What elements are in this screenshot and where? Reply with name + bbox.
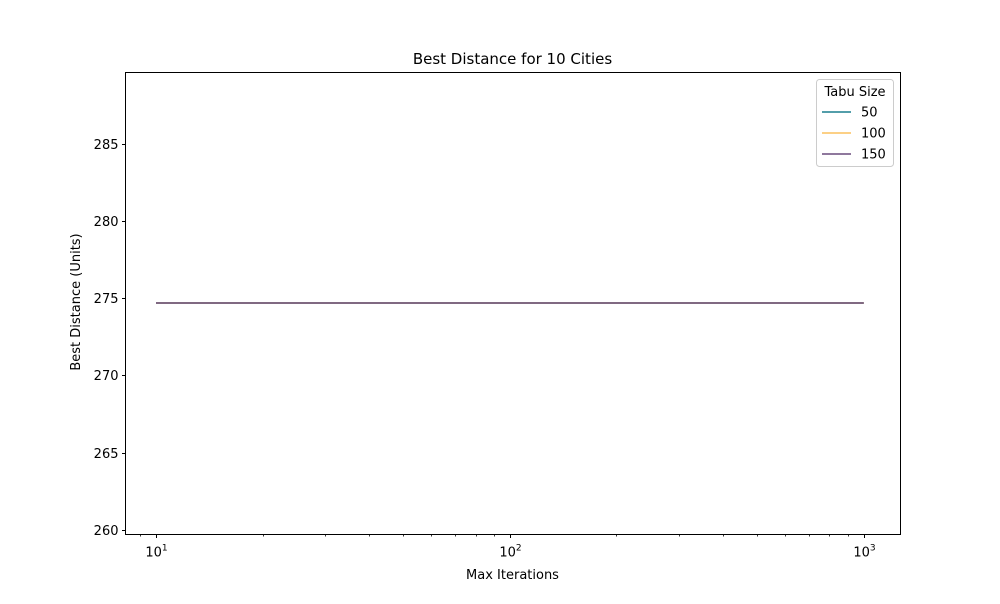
ticks-layer: 260 265 270 275 280 285 101 102 103 [94, 138, 876, 561]
x-tick-label: 101 [145, 544, 167, 561]
x-tick-label: 102 [499, 544, 521, 561]
y-tick-label: 280 [94, 215, 119, 230]
legend-box [816, 79, 894, 167]
y-tick-label: 285 [94, 138, 119, 153]
y-tick-label: 260 [94, 524, 119, 539]
legend-label-100: 100 [861, 127, 886, 142]
x-axis-label: Max Iterations [466, 568, 559, 583]
legend-title: Tabu Size [823, 85, 885, 100]
legend-label-50: 50 [861, 106, 878, 121]
x-tick-label: 103 [853, 544, 875, 561]
y-tick-label: 275 [94, 292, 119, 307]
y-tick-label: 265 [94, 447, 119, 462]
y-axis-label: Best Distance (Units) [69, 233, 84, 370]
plot-frame [125, 72, 901, 535]
chart-title: Best Distance for 10 Cities [413, 50, 613, 68]
legend-label-150: 150 [861, 148, 886, 163]
legend: Tabu Size 50 100 150 [816, 79, 894, 167]
legend-items: 50 100 150 [822, 106, 886, 163]
y-tick-label: 270 [94, 369, 119, 384]
